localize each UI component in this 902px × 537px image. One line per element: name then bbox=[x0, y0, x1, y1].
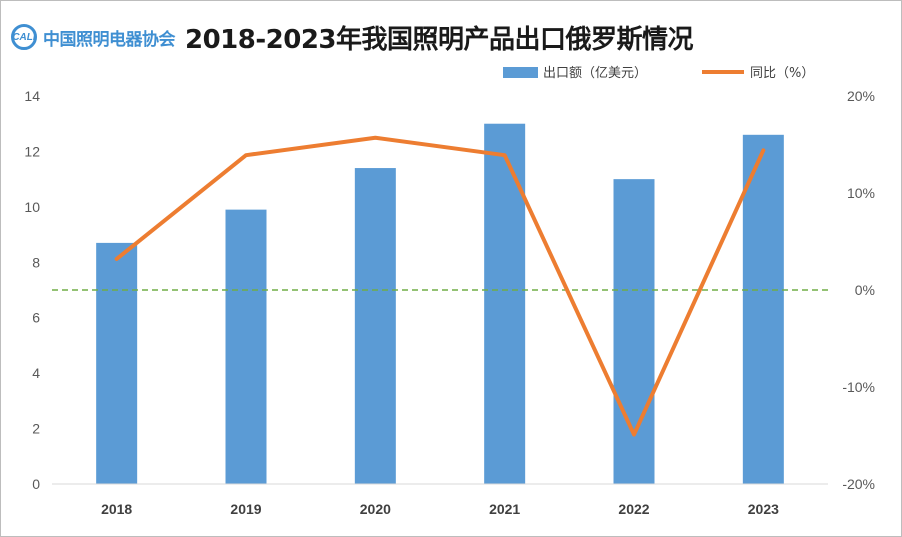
legend: 出口额（亿美元） 同比（%） bbox=[503, 66, 814, 81]
y-right-tick-label: -20% bbox=[842, 476, 875, 492]
x-tick-label: 2023 bbox=[748, 501, 779, 517]
legend-bar-swatch bbox=[503, 67, 538, 78]
logo-text: 中国照明电器协会 bbox=[43, 29, 176, 50]
logo: CALI 中国照明电器协会 bbox=[11, 22, 176, 52]
y-left-tick-label: 12 bbox=[24, 143, 40, 159]
cali-logo-icon: CALI bbox=[11, 24, 37, 50]
y-left-tick-label: 0 bbox=[32, 476, 40, 492]
x-tick-label: 2021 bbox=[489, 501, 520, 517]
bar-2022 bbox=[613, 179, 655, 484]
bar-2020 bbox=[354, 168, 396, 485]
y-left-tick-label: 8 bbox=[32, 254, 40, 270]
y-left-axis: 0 2 4 6 8 10 12 14 bbox=[24, 88, 40, 492]
y-right-tick-label: 10% bbox=[847, 185, 875, 201]
y-right-tick-label: 0% bbox=[855, 282, 875, 298]
y-left-tick-label: 10 bbox=[24, 199, 40, 215]
y-left-tick-label: 14 bbox=[24, 88, 40, 104]
bar-2018 bbox=[96, 242, 138, 484]
yoy-line-series bbox=[114, 135, 766, 437]
x-tick-label: 2018 bbox=[101, 501, 132, 517]
x-axis: 2018 2019 2020 2021 2022 2023 bbox=[101, 501, 779, 517]
y-left-tick-label: 4 bbox=[32, 365, 40, 381]
y-right-tick-label: -10% bbox=[842, 379, 875, 395]
y-left-tick-label: 2 bbox=[32, 421, 40, 437]
y-left-tick-label: 6 bbox=[32, 310, 40, 326]
x-tick-label: 2019 bbox=[230, 501, 261, 517]
y-right-axis: -20% -10% 0% 10% 20% bbox=[842, 88, 875, 492]
y-right-tick-label: 20% bbox=[847, 88, 875, 104]
chart-title: 2018-2023年我国照明产品出口俄罗斯情况 bbox=[185, 25, 694, 55]
x-tick-label: 2022 bbox=[618, 501, 649, 517]
x-tick-label: 2020 bbox=[360, 501, 391, 517]
bar-2021 bbox=[484, 123, 526, 484]
bar-2023 bbox=[742, 134, 784, 485]
bar-2019 bbox=[225, 209, 267, 484]
bar-series bbox=[96, 123, 784, 485]
legend-bar-label: 出口额（亿美元） bbox=[543, 66, 647, 81]
legend-line-label: 同比（%） bbox=[750, 66, 814, 81]
